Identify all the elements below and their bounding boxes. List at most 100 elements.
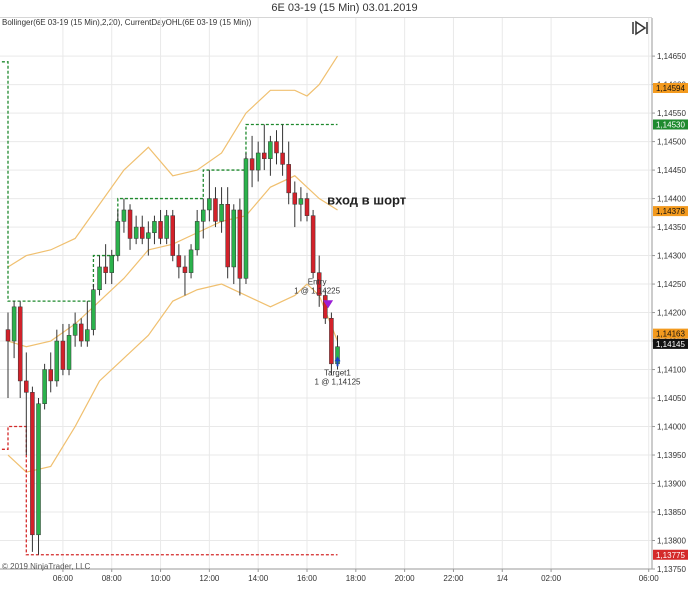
x-tick-label: 02:00 <box>541 574 562 583</box>
price-label-red: 1,13775 <box>656 551 685 560</box>
x-tick-label: 16:00 <box>297 574 318 583</box>
y-tick-label: 1,13750 <box>657 565 686 574</box>
candle-down <box>78 323 84 342</box>
candle-down <box>292 192 298 205</box>
price-label-box <box>653 206 688 217</box>
candle-up <box>152 221 157 234</box>
play-pause-toggle-icon[interactable] <box>631 20 649 36</box>
candle-down <box>329 317 334 365</box>
price-label-box <box>653 338 688 349</box>
candle-up <box>66 335 72 370</box>
candle-up <box>231 209 237 268</box>
candle-down <box>48 369 53 382</box>
candle-up <box>194 221 200 251</box>
chart-window-title: 6E 03-19 (15 Min) 03.01.2019 <box>271 2 418 14</box>
candle-down <box>286 164 291 194</box>
candle-up <box>72 323 78 336</box>
sell-entry-arrow-icon <box>323 300 334 309</box>
y-tick-label: 1,13900 <box>657 480 686 489</box>
candles <box>5 124 340 555</box>
candle-down <box>182 266 188 273</box>
candle-down <box>24 380 29 393</box>
candle-down <box>213 198 218 222</box>
candle-down <box>60 340 66 370</box>
y-tick-label: 1,13850 <box>657 508 686 517</box>
x-tick-label: 14:00 <box>248 574 269 583</box>
candle-down <box>158 221 163 239</box>
candle-down <box>280 152 285 165</box>
target-fill-label: 1 @ 1,14125 <box>315 377 361 386</box>
candle-up <box>219 204 224 222</box>
candle-down <box>237 209 243 279</box>
entry-label: Entry <box>308 277 327 286</box>
candle-down <box>323 295 328 319</box>
current-day-low-line <box>1 425 338 556</box>
bollinger-bands <box>7 55 339 473</box>
candle-down <box>274 141 279 154</box>
price-panel <box>0 17 652 569</box>
price-label-orange: 1,14594 <box>656 84 685 93</box>
y-tick-label: 1,14100 <box>657 366 686 375</box>
comment-text: вход в шорт <box>327 192 406 207</box>
target-arrow-icon <box>334 356 341 362</box>
price-axis: 1,146501,146001,145501,145001,144501,144… <box>651 18 686 574</box>
candle-up <box>133 226 139 239</box>
y-tick-label: 1,14400 <box>657 195 686 204</box>
target-label: Target1 <box>324 368 351 377</box>
x-tick-label: 12:00 <box>199 574 220 583</box>
candle-up <box>207 198 212 211</box>
candle-down <box>170 215 176 256</box>
candle-up <box>164 215 169 239</box>
y-tick-label: 1,14000 <box>657 423 686 432</box>
x-tick-label: 06:00 <box>639 574 660 583</box>
y-tick-label: 1,14050 <box>657 394 686 403</box>
candle-up <box>109 255 114 273</box>
candle-down <box>139 226 145 239</box>
price-label-box <box>653 83 688 94</box>
candle-down <box>310 215 316 273</box>
candle-up <box>121 209 127 222</box>
candle-up <box>97 266 102 291</box>
x-tick-label: 10:00 <box>151 574 172 583</box>
candle-up <box>115 221 121 256</box>
price-label-box <box>653 119 688 130</box>
candle-up <box>188 249 194 273</box>
candle-down <box>103 266 108 273</box>
entry-fill-label: 1 @ 1,14225 <box>294 286 340 295</box>
y-tick-label: 1,14300 <box>657 252 686 261</box>
grid-lines <box>0 18 652 570</box>
y-tick-label: 1,14650 <box>657 52 686 61</box>
x-tick-label: 1/4 <box>497 574 509 583</box>
y-tick-label: 1,14250 <box>657 280 686 289</box>
candle-down <box>176 255 182 268</box>
y-tick-label: 1,13950 <box>657 451 686 460</box>
x-tick-label: 06:00 <box>53 574 74 583</box>
x-tick-label: 22:00 <box>443 574 464 583</box>
time-axis: 06:00 08:00 10:00 12:00 14:00 16:00 18:00 20:00… <box>0 568 660 583</box>
price-label-box <box>653 328 688 339</box>
candle-up <box>146 232 151 239</box>
candle-up <box>91 289 96 330</box>
candle-up <box>85 329 90 342</box>
candle-down <box>249 158 255 171</box>
indicator-caption: Bollinger(6E 03-19 (15 Min),2,20), Curre… <box>2 18 252 27</box>
candle-up <box>42 369 47 404</box>
price-label-black: 1,14145 <box>656 340 685 349</box>
price-label-orange: 1,14378 <box>656 207 685 216</box>
candle-down <box>5 329 11 342</box>
price-label-box <box>653 549 688 560</box>
copyright-text: © 2019 NinjaTrader, LLC <box>2 562 91 571</box>
y-tick-label: 1,14350 <box>657 223 686 232</box>
y-tick-label: 1,14500 <box>657 138 686 147</box>
candle-up <box>298 198 304 205</box>
price-label-orange: 1,14163 <box>656 330 685 339</box>
bollinger-upper-line <box>7 55 339 268</box>
current-day-ohl-lines <box>1 61 338 556</box>
candle-down <box>316 272 322 296</box>
y-tick-label: 1,14550 <box>657 109 686 118</box>
current-day-high-line <box>1 61 338 302</box>
x-tick-label: 18:00 <box>346 574 367 583</box>
candle-up <box>201 209 206 222</box>
